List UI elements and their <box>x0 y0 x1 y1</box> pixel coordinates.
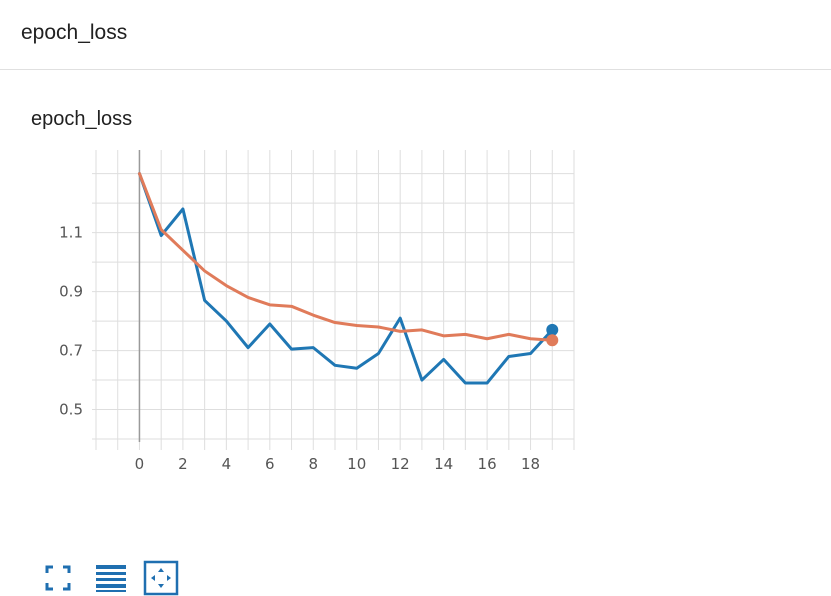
x-tick-label: 6 <box>265 455 275 473</box>
fit-domain-button[interactable] <box>40 560 76 596</box>
x-tick-label: 0 <box>135 455 145 473</box>
expand-chart-icon <box>143 560 179 596</box>
chart-card: epoch_loss 0 2 4 6 8 10 12 14 16 18 0.5 0.7 0.9 1.1 <box>0 71 600 596</box>
series-endpoint-0 <box>546 323 559 336</box>
y-tick-label: 1.1 <box>59 224 83 242</box>
line-chart[interactable]: 0 2 4 6 8 10 12 14 16 18 0.5 0.7 0.9 1.1 <box>0 71 600 551</box>
fit-domain-icon <box>45 565 71 591</box>
x-tick-label: 2 <box>178 455 188 473</box>
chart-area[interactable]: 0 2 4 6 8 10 12 14 16 18 0.5 0.7 0.9 1.1 <box>0 71 600 551</box>
log-scale-icon <box>96 565 126 592</box>
x-tick-label: 8 <box>308 455 318 473</box>
y-tick-label: 0.5 <box>59 401 83 419</box>
section-header: epoch_loss <box>0 0 831 70</box>
chart-title: epoch_loss <box>31 108 133 130</box>
series-line-1 <box>137 172 554 342</box>
series-endpoint-1 <box>546 334 559 347</box>
y-tick-label: 0.9 <box>59 283 83 301</box>
x-tick-label: 14 <box>434 455 453 473</box>
x-tick-label: 12 <box>391 455 410 473</box>
x-tick-label: 16 <box>478 455 497 473</box>
y-tick-label: 0.7 <box>59 342 83 360</box>
x-tick-label: 10 <box>347 455 366 473</box>
expand-chart-button[interactable] <box>143 560 179 596</box>
log-scale-button[interactable] <box>93 560 129 596</box>
x-tick-label: 18 <box>521 455 540 473</box>
series-line-0 <box>137 172 554 385</box>
x-tick-label: 4 <box>222 455 232 473</box>
section-title: epoch_loss <box>21 21 128 44</box>
